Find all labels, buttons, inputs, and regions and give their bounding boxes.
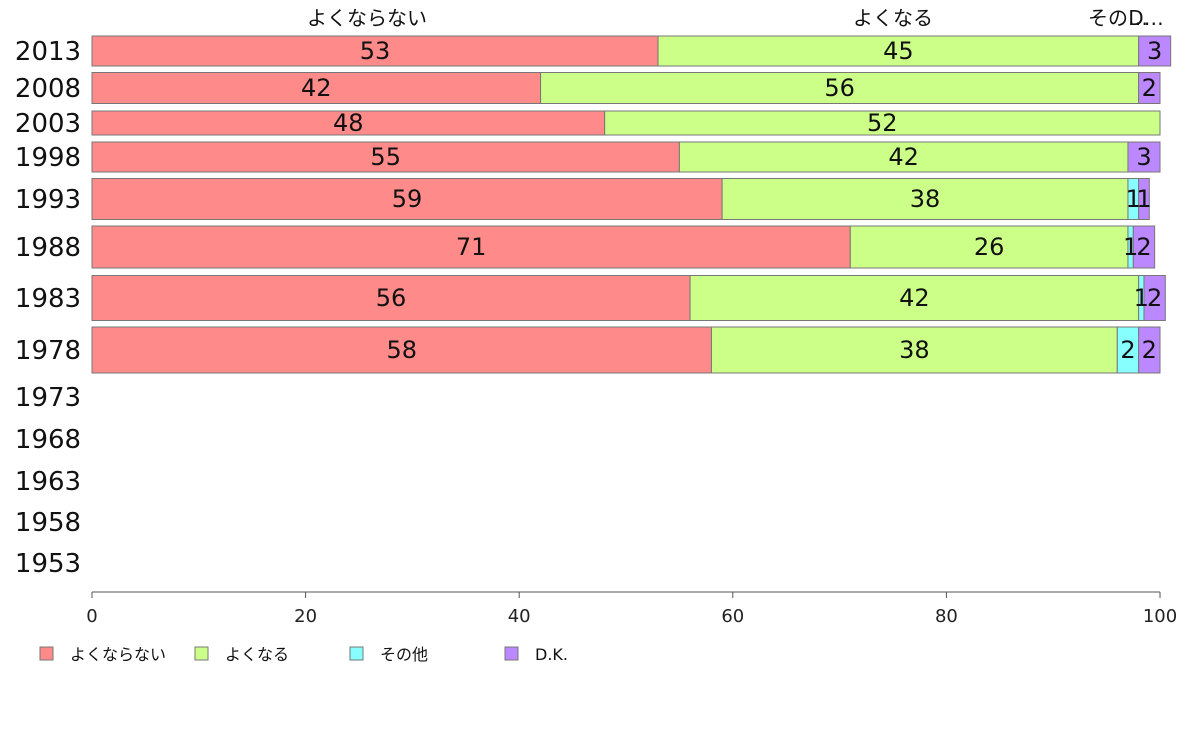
data-label: 2 [1142,74,1157,102]
bar-segment [91,225,851,269]
bar-segment [540,72,1140,104]
data-label: 42 [301,74,332,102]
data-label: 1 [1136,185,1151,213]
year-label: 1993 [15,185,81,215]
legend-label: その他 [380,645,428,664]
legend-swatch [349,646,364,661]
data-label: 2 [1142,336,1157,364]
data-label: 71 [456,233,487,261]
bar-segment [721,178,1129,220]
bar-segment [1143,275,1166,321]
bar-segment [91,326,712,374]
data-label: 3 [1136,143,1151,171]
year-label: 1983 [15,284,81,314]
data-label: 38 [899,336,930,364]
data-label: 2 [1147,284,1162,312]
bar-segment [91,275,691,321]
year-label: 1978 [15,336,81,366]
bar-segment [91,141,680,173]
data-label: 56 [376,284,407,312]
data-label: 48 [333,109,364,137]
legend-label: D.K. [535,645,568,664]
legend-swatch [504,646,519,661]
legend-label: よくならない [70,645,166,664]
bar-segment [1127,141,1161,173]
top-labels-layer: よくならない よくなる その…D… [307,6,1164,30]
year-label: 1963 [15,467,81,497]
year-label: 1988 [15,233,81,263]
data-label: 52 [867,109,898,137]
bar-segment [849,225,1129,269]
bar-segment [604,110,1161,136]
bar-segment [678,141,1129,173]
data-label: 42 [899,284,930,312]
data-label: 59 [392,185,423,213]
x-tick-label: 0 [86,606,97,627]
x-tick-label: 80 [935,606,958,627]
bar-segment [710,326,1118,374]
legend-swatch [194,646,209,661]
data-label: 53 [360,37,391,65]
legend: よくならない よくなる その他 D.K. [39,645,568,664]
year-label: 2013 [15,37,81,67]
x-tick-label: 40 [508,606,531,627]
year-label: 1968 [15,425,81,455]
bars-layer [91,35,1172,374]
year-label: 1958 [15,508,81,538]
data-label: 1 [1134,284,1149,312]
year-labels-layer: 2013 2008 2003 1998 1993 1988 1983 1978 1973 1968… [15,37,81,579]
data-label: 45 [883,37,914,65]
x-axis: 0 20 40 60 80 100 [86,591,1177,627]
x-tick-label: 20 [294,606,317,627]
category-label: その… [1088,6,1148,30]
category-label: よくなる [853,6,933,30]
data-label: 1 [1123,233,1138,261]
category-label: D… [1128,6,1163,30]
bar-segment [1132,225,1156,269]
data-label: 2 [1136,233,1151,261]
bar-segment [91,35,659,67]
data-label: 55 [370,143,401,171]
data-label: 1 [1126,185,1141,213]
bar-segment [657,35,1140,67]
bar-segment [91,178,723,220]
legend-label: よくなる [225,645,289,664]
bar-segment [1138,35,1172,67]
year-label: 1998 [15,143,81,173]
data-label: 2 [1120,336,1135,364]
bar-segment [1138,72,1161,104]
data-label: 42 [888,143,919,171]
data-label: 3 [1147,37,1162,65]
year-label: 2003 [15,109,81,139]
x-tick-label: 60 [721,606,744,627]
category-label: よくならない [307,6,427,30]
bar-segment [1138,178,1150,220]
year-label: 2008 [15,74,81,104]
legend-swatch [39,646,54,661]
bar-segment [91,110,606,136]
data-label: 26 [974,233,1005,261]
data-label: 58 [386,336,417,364]
bar-segment [689,275,1140,321]
year-label: 1973 [15,383,81,413]
data-label: 38 [910,185,941,213]
data-label: 56 [824,74,855,102]
x-tick-label: 100 [1143,606,1177,627]
bar-segment [1138,326,1161,374]
year-label: 1953 [15,549,81,579]
